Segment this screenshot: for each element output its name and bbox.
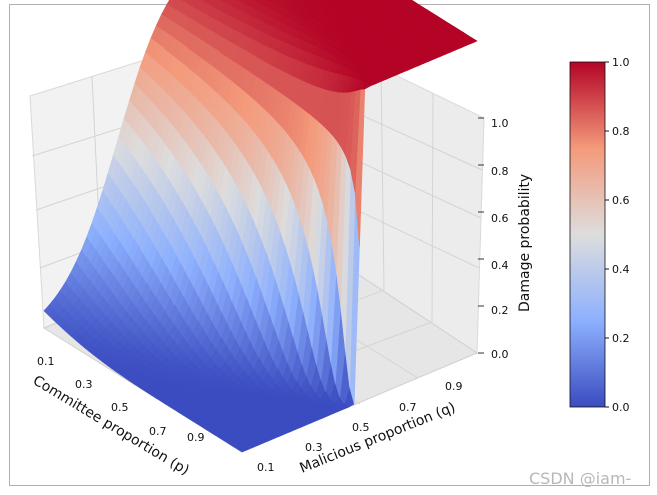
y-tick-label: 0.9	[445, 380, 463, 393]
colorbar: 0.0 0.2 0.4 0.6 0.8 1.0	[569, 56, 630, 414]
surface-facet	[236, 446, 248, 453]
y-tick-label: 0.5	[352, 421, 370, 434]
colorbar-tick-label: 0.2	[612, 332, 630, 345]
x-tick-label: 0.1	[37, 355, 55, 368]
colorbar-gradient	[569, 61, 606, 408]
x-tick-label: 0.7	[149, 425, 167, 438]
z-axis: 0.0 0.2 0.4 0.6 0.8 1.0 Damage probabili…	[478, 117, 533, 361]
colorbar-tick-label: 0.6	[612, 194, 630, 207]
surface-facet	[359, 82, 371, 90]
z-tick-label: 0.6	[491, 212, 509, 225]
x-tick-label: 0.9	[187, 431, 205, 444]
y-tick-label: 0.3	[305, 441, 323, 454]
x-tick-label: 0.5	[111, 401, 129, 414]
colorbar-tick-label: 1.0	[612, 56, 630, 69]
z-tick-label: 0.4	[491, 259, 509, 272]
surface	[43, 0, 478, 453]
z-tick-label: 1.0	[491, 117, 509, 130]
watermark: CSDN @iam-	[529, 469, 631, 488]
colorbar-tick-label: 0.0	[612, 401, 630, 414]
z-tick-label: 0.2	[491, 304, 509, 317]
x-tick-label: 0.3	[75, 378, 93, 391]
z-tick-label: 0.0	[491, 348, 509, 361]
y-tick-label: 0.7	[399, 401, 417, 414]
y-tick-label: 0.1	[257, 461, 275, 474]
z-axis-label: Damage probability	[517, 174, 533, 312]
z-tick-label: 0.8	[491, 165, 509, 178]
colorbar-tick-label: 0.8	[612, 125, 630, 138]
colorbar-tick-label: 0.4	[612, 263, 630, 276]
